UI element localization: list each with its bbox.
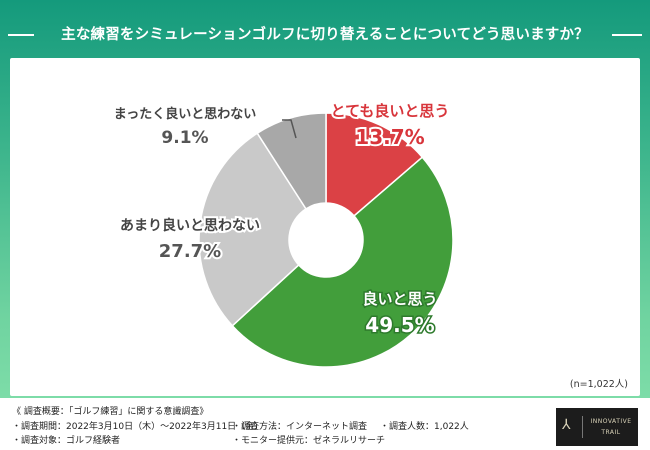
footer-heading: 《 調査概要：「ゴルフ練習」に関する意識調査》 — [12, 407, 209, 417]
logo-mark-icon: ⅄ — [562, 417, 571, 433]
slice-label-2: あまり良いと思わない — [120, 217, 260, 234]
slice-value-3: 9.1% — [161, 128, 208, 148]
header: 主な練習をシミュレーションゴルフに切り替えることについてどう思いますか？ — [0, 0, 650, 56]
title-line-left — [8, 34, 34, 36]
footer-method: ・調査方法：インターネット調査 — [232, 422, 368, 432]
footer-provider: ・モニター提供元：ゼネラルリサーチ — [232, 436, 386, 446]
slice-value-1: 49.5% — [365, 313, 434, 337]
donut-slice-0 — [325, 112, 424, 217]
title-line-right — [612, 34, 642, 36]
logo-divider — [582, 416, 583, 438]
slice-label-3: まったく良いと思わない — [114, 106, 256, 122]
donut-slice-3 — [256, 112, 327, 210]
logo-text: INNOVATIVE TRAIL — [590, 418, 632, 436]
slice-value-2: 27.7% — [159, 241, 221, 262]
leader-line — [282, 119, 297, 139]
donut-slice-1 — [231, 156, 454, 368]
footer-period: ・調査期間：2022年3月10日（木）〜2022年3月11日（金） — [12, 422, 264, 432]
footer-target: ・調査対象：ゴルフ経験者 — [12, 436, 121, 446]
slice-value-0: 13.7% — [355, 125, 424, 149]
slice-label-1: 良いと思う — [362, 290, 437, 308]
chart-title: 主な練習をシミュレーションゴルフに切り替えることについてどう思いますか？ — [61, 27, 589, 43]
donut-chart: とても良いと思う 13.7% 良いと思う 49.5% あまり良いと思わない 27.7% まっ… — [112, 100, 454, 368]
footer-count: ・調査人数：1,022人 — [380, 422, 469, 432]
brand-logo: ⅄ INNOVATIVE TRAIL — [556, 408, 638, 446]
survey-footer: 《 調査概要：「ゴルフ練習」に関する意識調査》 ・調査期間：2022年3月10日… — [0, 398, 650, 450]
chart-card: とても良いと思う 13.7% 良いと思う 49.5% あまり良いと思わない 27.7% まっ… — [10, 58, 640, 396]
slice-label-0: とても良いと思う — [331, 102, 450, 120]
donut-slice-2 — [198, 132, 308, 327]
sample-size-note: (n=1,022人) — [569, 379, 628, 390]
